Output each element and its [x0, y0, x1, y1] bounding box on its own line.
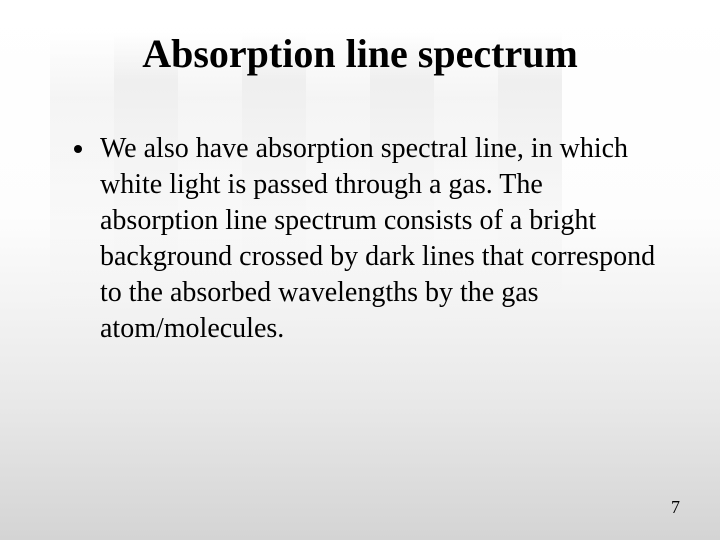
- slide-title: Absorption line spectrum: [56, 30, 664, 77]
- bullet-row: We also have absorption spectral line, i…: [56, 131, 664, 347]
- bullet-text: We also have absorption spectral line, i…: [100, 131, 660, 347]
- page-number: 7: [671, 497, 680, 518]
- bullet-icon: [74, 145, 82, 153]
- slide-content: Absorption line spectrum We also have ab…: [0, 0, 720, 540]
